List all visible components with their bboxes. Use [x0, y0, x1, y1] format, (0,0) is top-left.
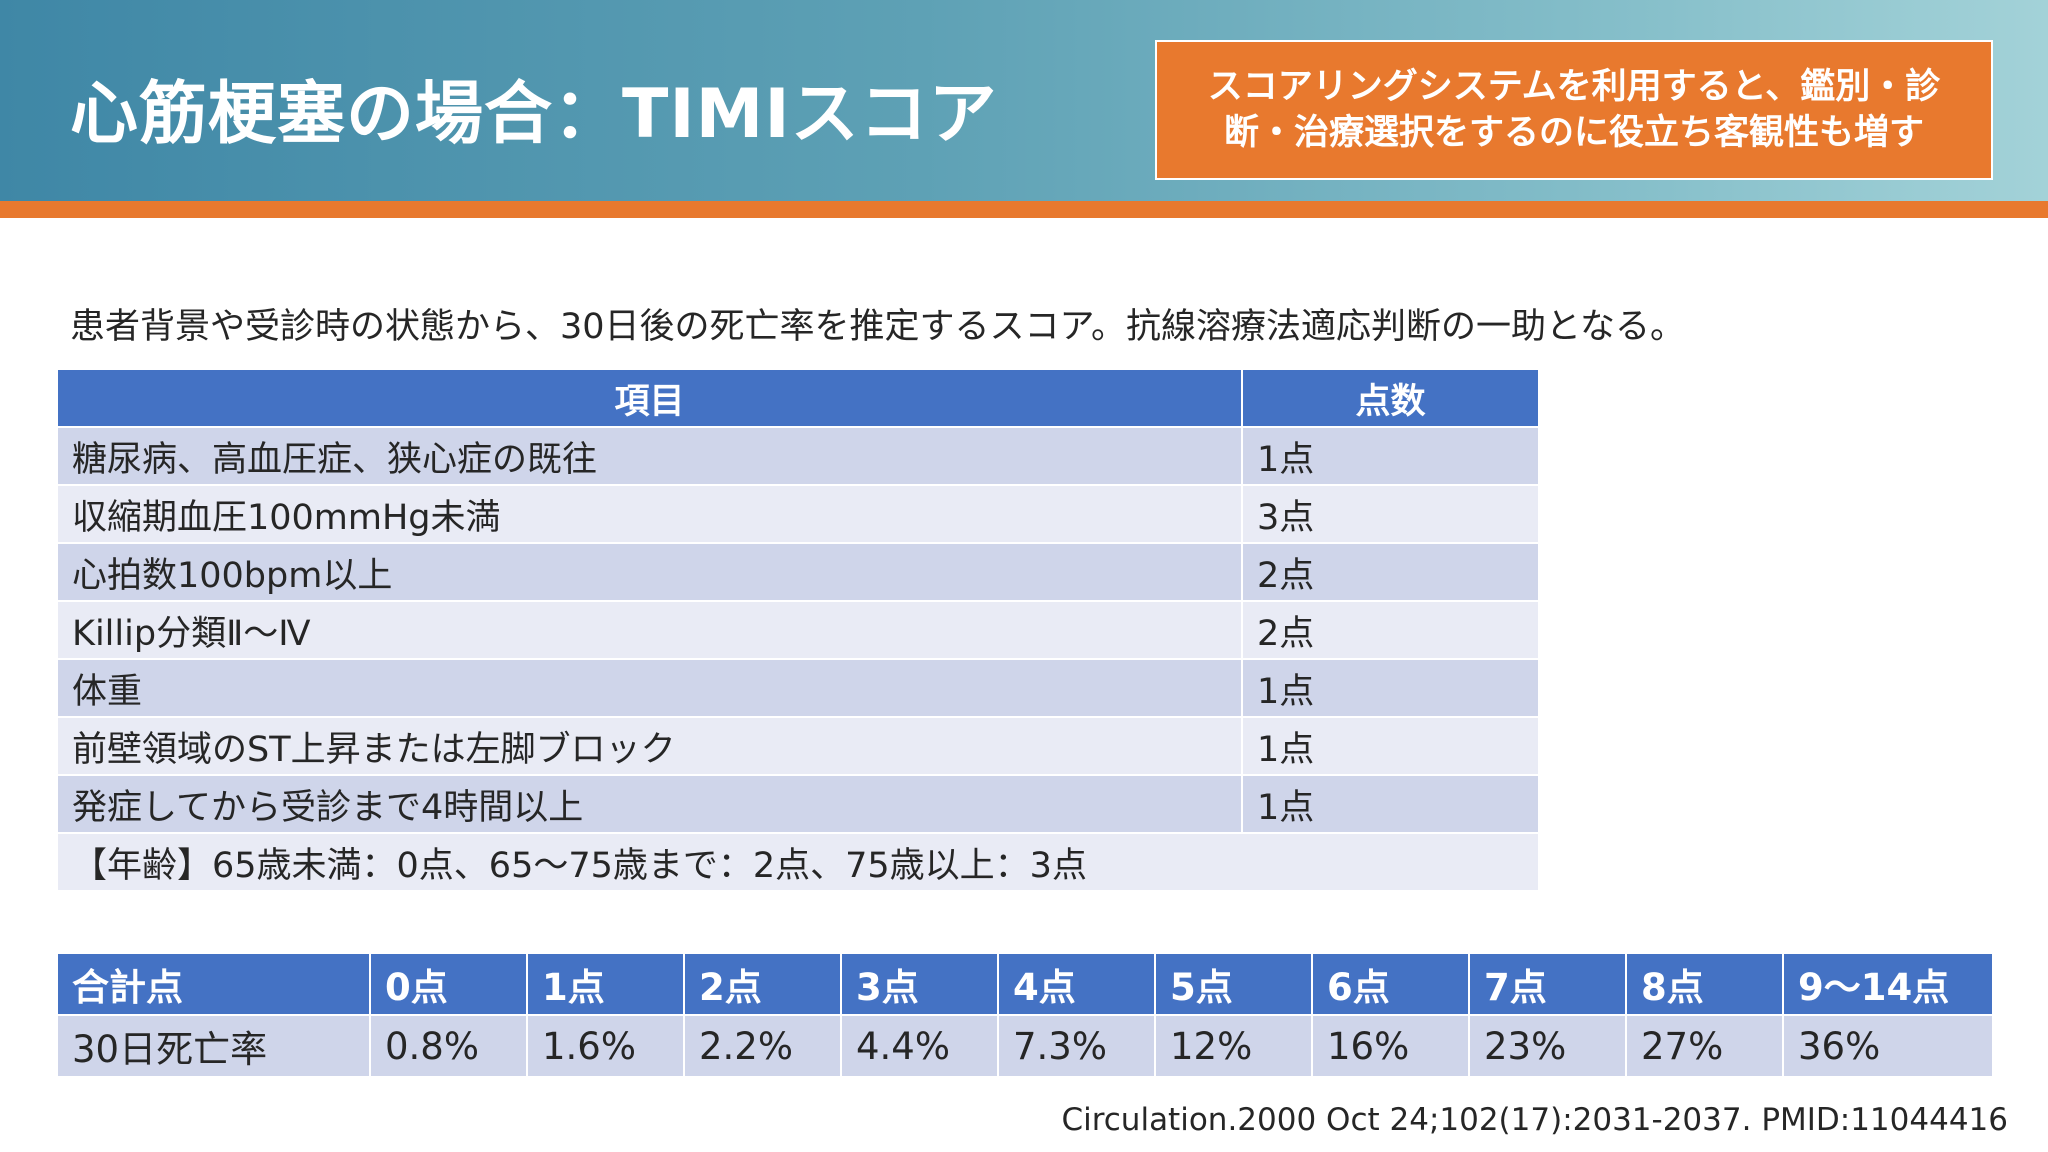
points-cell: 3点 — [1241, 484, 1540, 544]
header-item: 項目 — [56, 368, 1243, 428]
score-header: 0点 — [369, 952, 528, 1016]
citation: Circulation.2000 Oct 24;102(17):2031-203… — [1061, 1102, 2008, 1138]
score-header: 6点 — [1311, 952, 1470, 1016]
mortality-rate: 4.4% — [840, 1014, 999, 1078]
score-header: 9～14点 — [1782, 952, 1994, 1016]
points-cell: 2点 — [1241, 542, 1540, 602]
item-cell: 収縮期血圧100mmHg未満 — [56, 484, 1243, 544]
score-header: 4点 — [997, 952, 1156, 1016]
points-cell: 1点 — [1241, 658, 1540, 718]
mortality-rate: 36% — [1782, 1014, 1994, 1078]
points-cell: 1点 — [1241, 426, 1540, 486]
points-cell: 2点 — [1241, 600, 1540, 660]
mortality-rate: 2.2% — [683, 1014, 842, 1078]
table-row: 糖尿病、高血圧症、狭心症の既往 1点 — [56, 426, 1540, 486]
header-points: 点数 — [1241, 368, 1540, 428]
lead-text: 患者背景や受診時の状態から、30日後の死亡率を推定するスコア。抗線溶療法適応判断… — [70, 307, 1685, 347]
mortality-rate: 1.6% — [526, 1014, 685, 1078]
score-table: 項目 点数 糖尿病、高血圧症、狭心症の既往 1点 収縮期血圧100mmHg未満 … — [56, 368, 1540, 892]
mortality-table: 合計点 0点 1点 2点 3点 4点 5点 6点 7点 8点 9～14点 30日… — [56, 952, 1994, 1078]
item-cell: 前壁領域のST上昇または左脚ブロック — [56, 716, 1243, 776]
table-row: 心拍数100bpm以上 2点 — [56, 542, 1540, 602]
table-row: 前壁領域のST上昇または左脚ブロック 1点 — [56, 716, 1540, 776]
table-row: 収縮期血圧100mmHg未満 3点 — [56, 484, 1540, 544]
callout-box: スコアリングシステムを利用すると、鑑別・診 断・治療選択をするのに役立ち客観性も… — [1155, 40, 1993, 180]
mortality-row: 30日死亡率 0.8% 1.6% 2.2% 4.4% 7.3% 12% 16% … — [56, 1014, 1994, 1078]
score-header: 7点 — [1468, 952, 1627, 1016]
table-row: 発症してから受診まで4時間以上 1点 — [56, 774, 1540, 834]
mortality-rate: 27% — [1625, 1014, 1784, 1078]
points-cell: 1点 — [1241, 774, 1540, 834]
item-cell: 心拍数100bpm以上 — [56, 542, 1243, 602]
page-title: 心筋梗塞の場合：TIMIスコア — [70, 75, 998, 154]
total-score-row: 合計点 0点 1点 2点 3点 4点 5点 6点 7点 8点 9～14点 — [56, 952, 1994, 1016]
mortality-label: 30日死亡率 — [56, 1014, 371, 1078]
mortality-rate: 0.8% — [369, 1014, 528, 1078]
item-cell: 発症してから受診まで4時間以上 — [56, 774, 1243, 834]
score-header: 8点 — [1625, 952, 1784, 1016]
score-header: 3点 — [840, 952, 999, 1016]
item-cell: 体重 — [56, 658, 1243, 718]
mortality-rate: 16% — [1311, 1014, 1470, 1078]
mortality-rate: 12% — [1154, 1014, 1313, 1078]
age-note-row: 【年齢】65歳未満：0点、65～75歳まで：2点、75歳以上：3点 — [56, 832, 1540, 892]
item-cell: 糖尿病、高血圧症、狭心症の既往 — [56, 426, 1243, 486]
mortality-rate: 7.3% — [997, 1014, 1156, 1078]
table-row: Killip分類Ⅱ～Ⅳ 2点 — [56, 600, 1540, 660]
age-note: 【年齢】65歳未満：0点、65～75歳まで：2点、75歳以上：3点 — [56, 832, 1540, 892]
score-header: 5点 — [1154, 952, 1313, 1016]
callout-line-2: 断・治療選択をするのに役立ち客観性も増す — [1223, 113, 1924, 153]
table-row: 体重 1点 — [56, 658, 1540, 718]
callout-line-1: スコアリングシステムを利用すると、鑑別・診 — [1207, 67, 1941, 107]
score-header: 2点 — [683, 952, 842, 1016]
mortality-rate: 23% — [1468, 1014, 1627, 1078]
score-table-header: 項目 点数 — [56, 368, 1540, 428]
score-header: 1点 — [526, 952, 685, 1016]
total-score-label: 合計点 — [56, 952, 371, 1016]
item-cell: Killip分類Ⅱ～Ⅳ — [56, 600, 1243, 660]
points-cell: 1点 — [1241, 716, 1540, 776]
header-accent-line — [0, 201, 2048, 218]
